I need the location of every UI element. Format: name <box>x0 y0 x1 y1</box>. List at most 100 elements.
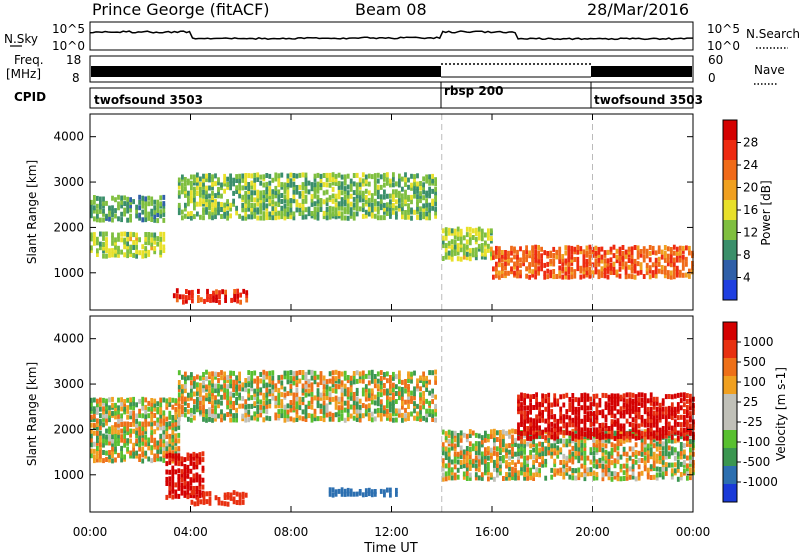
frequency-panel: Freq. [MHz] 18 8 60 0 Nave <box>6 53 785 85</box>
data-cell <box>613 393 617 399</box>
data-cell <box>664 414 668 420</box>
data-cell <box>150 196 154 202</box>
data-cell <box>241 194 245 200</box>
data-cell <box>214 395 217 401</box>
data-cell <box>383 405 386 411</box>
data-cell <box>120 203 123 209</box>
data-cell <box>159 449 163 455</box>
data-cell <box>395 205 398 211</box>
data-cell <box>162 217 166 223</box>
data-cell <box>413 193 416 199</box>
data-cell <box>174 453 178 459</box>
data-cell <box>105 405 108 411</box>
data-cell <box>434 196 437 202</box>
data-cell <box>202 210 205 216</box>
data-cell <box>162 231 166 237</box>
data-cell <box>583 463 587 469</box>
data-cell <box>117 422 120 428</box>
data-cell <box>534 262 537 268</box>
data-cell <box>129 248 132 254</box>
colorbar-tick-label: 24 <box>743 158 758 172</box>
data-cell <box>604 437 608 443</box>
data-cell <box>331 492 335 498</box>
data-cell <box>404 194 407 200</box>
data-cell <box>211 207 214 213</box>
data-cell <box>108 211 111 217</box>
data-cell <box>277 391 281 397</box>
data-cell <box>304 387 308 393</box>
data-cell <box>126 414 129 420</box>
data-cell <box>111 205 114 211</box>
data-cell <box>642 248 646 254</box>
data-cell <box>307 189 311 195</box>
data-band-0 <box>90 194 166 224</box>
data-cell <box>141 458 145 464</box>
data-cell <box>447 240 451 246</box>
data-cell <box>271 384 275 390</box>
data-cell <box>337 205 341 211</box>
data-cell <box>191 293 194 299</box>
data-cell <box>262 211 266 217</box>
data-cell <box>664 430 668 436</box>
data-cell <box>562 463 566 469</box>
data-cell <box>301 182 305 188</box>
data-cell <box>223 213 226 219</box>
data-cell <box>441 228 445 234</box>
data-cell <box>622 410 626 415</box>
data-cell <box>256 409 260 414</box>
data-cell <box>413 395 416 401</box>
data-cell <box>247 388 251 394</box>
data-cell <box>576 261 580 267</box>
data-cell <box>102 245 105 251</box>
data-cell <box>253 203 257 209</box>
data-cell <box>425 198 428 204</box>
data-cell <box>247 199 251 205</box>
data-cell <box>96 430 99 436</box>
data-cell <box>144 441 148 447</box>
data-cell <box>262 205 266 211</box>
data-cell <box>413 184 416 190</box>
data-cell <box>633 258 637 264</box>
data-cell <box>594 250 598 256</box>
data-cell <box>256 172 260 178</box>
data-cell <box>187 396 190 402</box>
data-cell <box>138 408 141 414</box>
data-cell <box>171 425 175 431</box>
data-cell <box>307 180 311 186</box>
data-cell <box>490 246 493 252</box>
data-cell <box>223 206 226 212</box>
data-cell <box>90 428 93 434</box>
data-cell <box>634 406 638 412</box>
data-cell <box>301 199 305 204</box>
data-cell <box>574 421 578 427</box>
data-cell <box>480 236 484 242</box>
data-cell <box>280 214 284 220</box>
data-cell <box>286 370 290 376</box>
data-cell <box>658 438 662 444</box>
data-cell <box>135 235 138 241</box>
data-cell <box>459 231 463 237</box>
data-cell <box>111 429 114 435</box>
data-cell <box>633 274 637 280</box>
data-cell <box>138 430 141 436</box>
data-cell <box>271 391 275 396</box>
data-cell <box>190 211 193 216</box>
data-cell <box>484 454 487 460</box>
data-cell <box>153 199 157 205</box>
data-cell <box>675 250 679 256</box>
data-cell <box>232 413 235 419</box>
data-cell <box>655 430 659 436</box>
data-cell <box>156 241 160 247</box>
data-cell <box>410 374 413 380</box>
data-cell <box>111 434 114 440</box>
data-cell <box>235 189 238 194</box>
data-cell <box>574 397 578 403</box>
data-cell <box>202 215 205 221</box>
data-cell <box>642 246 646 252</box>
data-cell <box>383 206 386 212</box>
data-cell <box>589 467 593 473</box>
data-cell <box>601 434 605 440</box>
data-cell <box>370 378 374 384</box>
data-cell <box>111 453 114 459</box>
data-cell <box>211 394 214 400</box>
